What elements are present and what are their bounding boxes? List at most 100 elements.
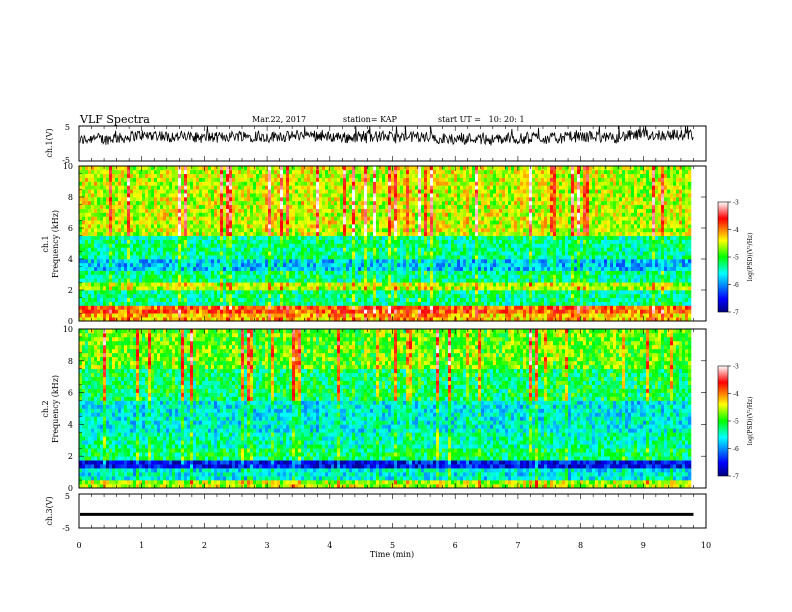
spectrogram-cell bbox=[232, 301, 236, 306]
spectrogram-cell bbox=[376, 301, 380, 306]
spectrogram-cell bbox=[286, 231, 290, 237]
spectrogram-cell bbox=[322, 270, 326, 275]
spectrogram-cell bbox=[376, 297, 380, 302]
spectrogram-cell bbox=[601, 262, 605, 268]
spectrogram-cell bbox=[148, 293, 152, 299]
spectrogram-cell bbox=[451, 231, 455, 237]
spectrogram-cell bbox=[328, 313, 332, 318]
spectrogram-cell bbox=[232, 266, 236, 271]
spectrogram-cell bbox=[499, 247, 503, 252]
spectrogram-cell bbox=[196, 247, 200, 252]
spectrogram-cell bbox=[433, 293, 437, 299]
spectrogram-cell bbox=[181, 243, 185, 248]
spectrogram-cell bbox=[130, 313, 134, 318]
spectrogram-cell bbox=[94, 301, 98, 306]
spectrogram-cell bbox=[604, 301, 608, 306]
spectrogram-cell bbox=[298, 309, 302, 314]
spectrogram-cell bbox=[124, 274, 128, 279]
spectrogram-cell bbox=[382, 262, 386, 268]
spectrogram-cell bbox=[685, 278, 689, 283]
spectrogram-cell bbox=[517, 270, 521, 275]
spectrogram-cell bbox=[283, 282, 287, 287]
spectrogram-cell bbox=[367, 282, 371, 287]
spectrogram-cell bbox=[307, 228, 311, 233]
spectrogram-cell bbox=[415, 278, 419, 283]
spectrogram-cell bbox=[439, 235, 443, 240]
spectrogram-cell bbox=[553, 278, 557, 283]
spectrogram-cell bbox=[556, 255, 560, 260]
spectrogram-cell bbox=[217, 301, 221, 306]
spectrogram-cell bbox=[118, 282, 122, 287]
spectrogram-cell bbox=[574, 259, 578, 264]
spectrogram-cell bbox=[406, 309, 410, 314]
spectrogram-cell bbox=[394, 243, 398, 248]
spectrogram-cell bbox=[649, 251, 653, 256]
spectrogram-cell bbox=[673, 274, 677, 279]
spectrogram-cell bbox=[238, 317, 242, 322]
spectrogram-cell bbox=[520, 282, 524, 287]
spectrogram-cell bbox=[658, 297, 662, 302]
spectrogram-cell bbox=[136, 301, 140, 306]
spectrogram-cell bbox=[583, 282, 587, 287]
spectrogram-cell bbox=[622, 305, 626, 310]
spectrogram-cell bbox=[373, 313, 377, 318]
spectrogram-cell bbox=[202, 297, 206, 302]
spectrogram-cell bbox=[181, 259, 185, 264]
spectrogram-cell bbox=[361, 243, 365, 248]
spectrogram-cell bbox=[613, 305, 617, 310]
spectrogram-cell bbox=[349, 228, 353, 233]
spectrogram-cell bbox=[364, 282, 368, 287]
spectrogram-cell bbox=[571, 305, 575, 310]
spectrogram-cell bbox=[379, 290, 383, 295]
spectrogram-cell bbox=[88, 231, 92, 237]
spectrogram-cell bbox=[415, 239, 419, 244]
spectrogram-cell bbox=[202, 274, 206, 279]
spectrogram-cell bbox=[283, 231, 287, 237]
spectrogram-cell bbox=[169, 262, 173, 268]
ch1-time-ticks bbox=[78, 126, 707, 161]
spectrogram-cell bbox=[538, 297, 542, 302]
spectrogram-cell bbox=[421, 262, 425, 268]
spectrogram-cell bbox=[304, 282, 308, 287]
spectrogram-cell bbox=[226, 309, 230, 314]
spectrogram-cell bbox=[280, 317, 284, 322]
spectrogram-cell bbox=[82, 247, 86, 252]
spectrogram-cell bbox=[658, 309, 662, 314]
spectrogram-cell bbox=[295, 297, 299, 302]
spectrogram-cell bbox=[358, 247, 362, 252]
spectrogram-cell bbox=[619, 239, 623, 244]
spectrogram-cell bbox=[544, 305, 548, 310]
spectrogram-cell bbox=[625, 297, 629, 302]
spectrogram-cell bbox=[613, 266, 617, 271]
spectrogram-cell bbox=[394, 317, 398, 322]
spectrogram-cell bbox=[355, 239, 359, 244]
spectrogram-cell bbox=[325, 231, 329, 237]
spectrogram-cell bbox=[460, 297, 464, 302]
spectrogram-cell bbox=[484, 309, 488, 314]
spectrogram-cell bbox=[121, 290, 125, 295]
spectrogram-cell bbox=[307, 255, 311, 260]
spectrogram-cell bbox=[400, 270, 404, 275]
spectrogram-cell bbox=[139, 270, 143, 275]
spectrogram-cell bbox=[421, 286, 425, 291]
spectrogram-cell bbox=[445, 274, 449, 279]
spectrogram-cell bbox=[253, 251, 257, 256]
spectrogram-cell bbox=[661, 290, 665, 295]
spectrogram-cell bbox=[124, 305, 128, 310]
spectrogram-cell bbox=[403, 262, 407, 268]
spectrogram-cell bbox=[97, 317, 101, 322]
spectrogram-cell bbox=[553, 243, 557, 248]
spectrogram-cell bbox=[97, 274, 101, 279]
spectrogram-cell bbox=[592, 228, 596, 233]
spectrogram-cell bbox=[247, 235, 251, 240]
spectrogram-cell bbox=[352, 290, 356, 295]
spectrogram-cell bbox=[298, 262, 302, 268]
spectrogram-cell bbox=[544, 251, 548, 256]
spectrogram-cell bbox=[349, 309, 353, 314]
spectrogram-cell bbox=[208, 231, 212, 237]
spectrogram-cell bbox=[325, 255, 329, 260]
spectrogram-cell bbox=[631, 255, 635, 260]
spectrogram-cell bbox=[187, 317, 191, 322]
spectrogram-cell bbox=[91, 235, 95, 240]
spectrogram-cell bbox=[139, 309, 143, 314]
